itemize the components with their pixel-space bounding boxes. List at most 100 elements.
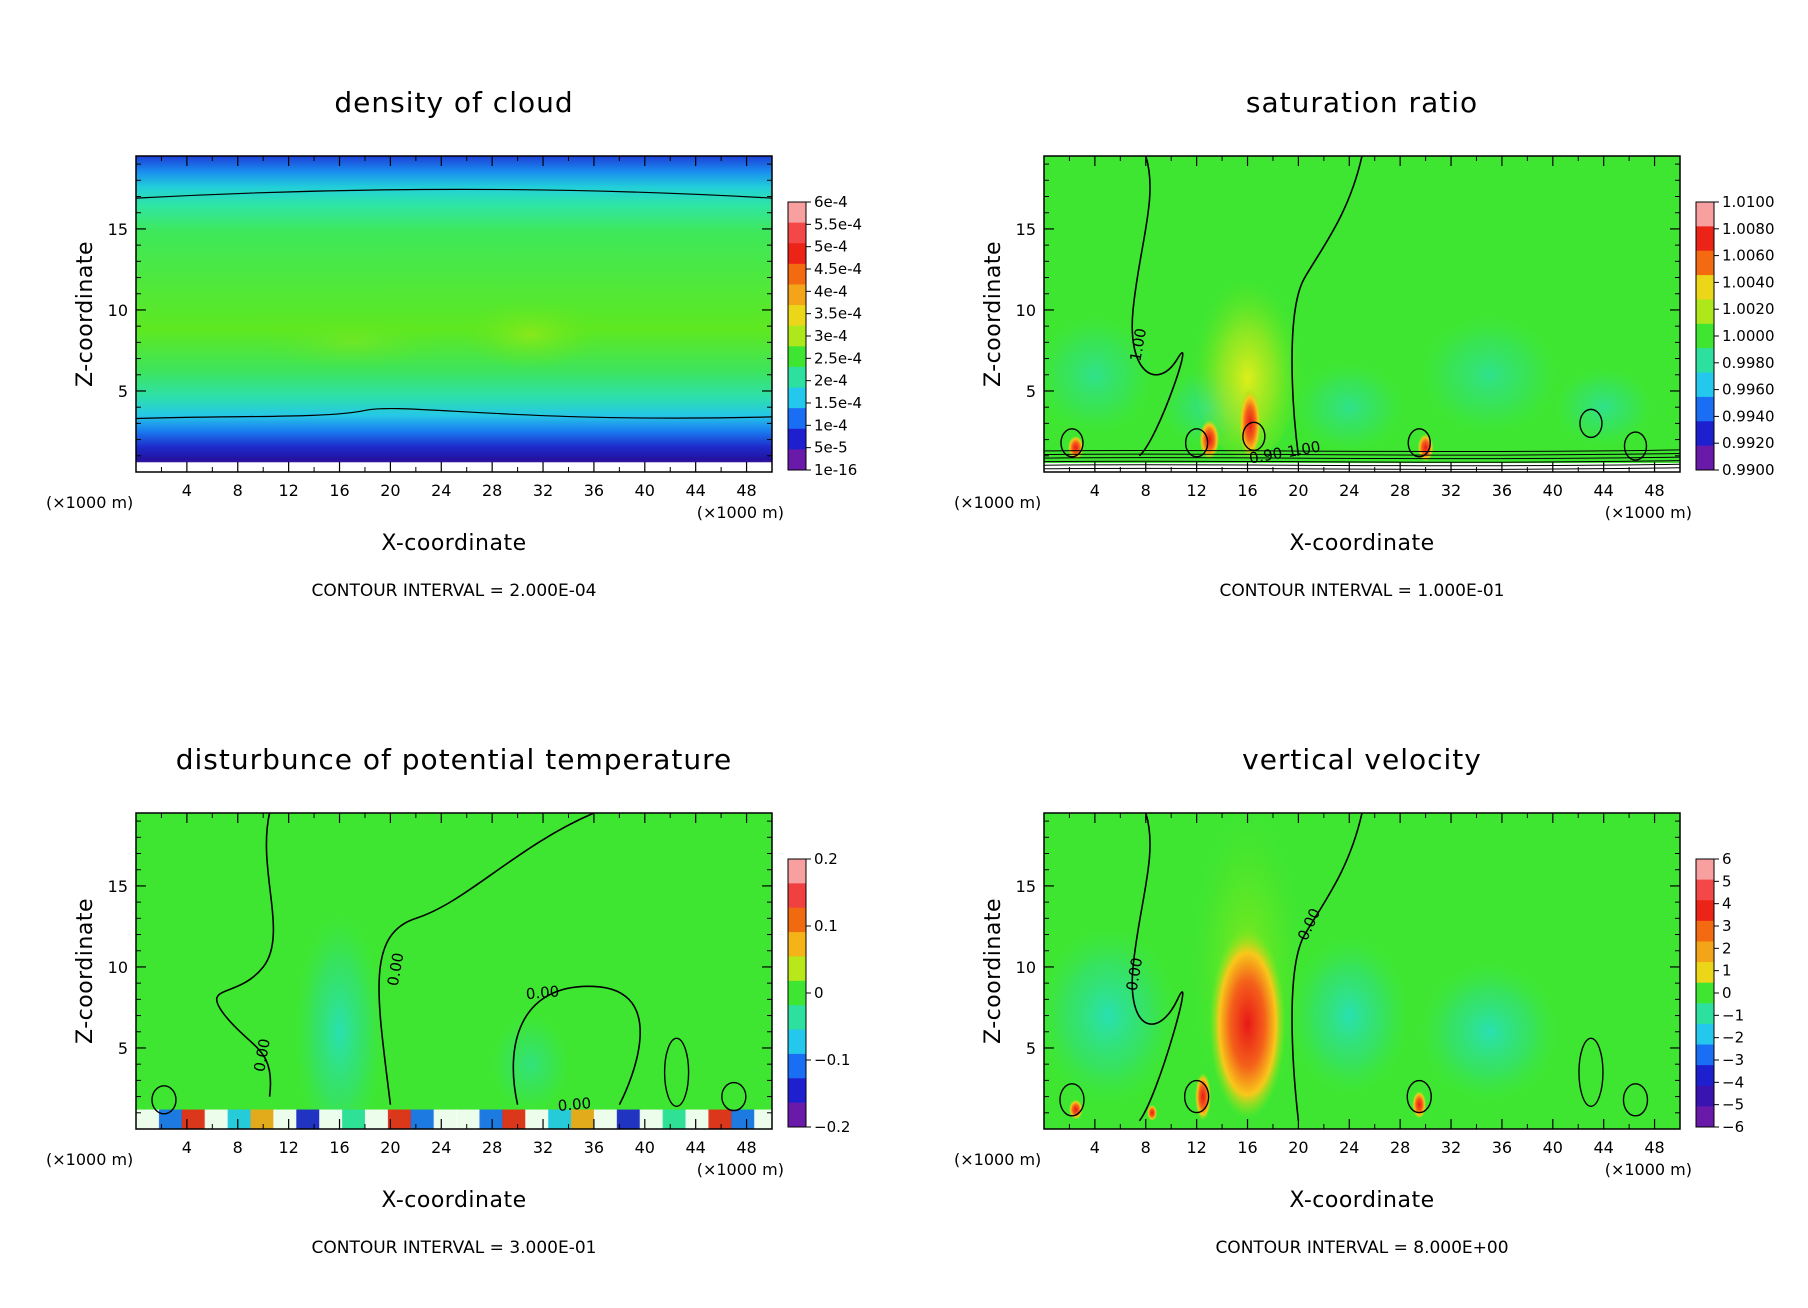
x-unit-right: (×1000 m) <box>697 1160 784 1179</box>
downdraft-region <box>1419 961 1560 1102</box>
contour-label: 0.00 <box>1123 956 1147 992</box>
x-tick-label: 28 <box>482 1138 502 1157</box>
colorbar-swatch <box>788 346 806 368</box>
colorbar-swatch <box>788 1005 806 1031</box>
x-tick-label: 12 <box>278 1138 298 1157</box>
contour-line <box>1044 460 1680 463</box>
colorbar-label: 0 <box>814 984 824 1002</box>
colorbar-label: 6 <box>1722 850 1732 868</box>
x-tick-label: 48 <box>736 1138 756 1157</box>
surface-layer <box>410 1109 435 1129</box>
colorbar-swatch <box>788 408 806 430</box>
surface-layer <box>433 1109 458 1129</box>
colorbar-swatch <box>1696 250 1714 276</box>
surface-layer <box>525 1109 549 1129</box>
contour-line <box>1291 156 1363 456</box>
colorbar-swatch <box>788 305 806 327</box>
colorbar-label: 0.9940 <box>1722 407 1775 425</box>
updraft-core <box>1209 928 1286 1119</box>
field <box>136 156 772 472</box>
colorbar-swatch <box>788 1029 806 1055</box>
colorbar-label: 1.0040 <box>1722 273 1775 291</box>
contour-label: 0.00 <box>250 1037 274 1073</box>
colorbar-swatch <box>1696 445 1714 471</box>
x-tick-label: 44 <box>686 1138 706 1157</box>
colorbar-label: 1.0060 <box>1722 247 1775 265</box>
y-tick-label: 15 <box>1016 220 1036 239</box>
surface-layer <box>296 1109 320 1129</box>
x-tick-label: 48 <box>1644 481 1664 500</box>
density-band <box>262 314 443 371</box>
surface-layer <box>708 1109 733 1129</box>
y-tick-label: 5 <box>1026 382 1036 401</box>
colorbar-label: 0 <box>1722 984 1732 1002</box>
colorbar-label: 5 <box>1722 872 1732 890</box>
contour-line <box>663 1037 690 1107</box>
supersaturation-core <box>1199 419 1220 460</box>
y-axis-label: Z-coordinate <box>73 241 98 387</box>
colorbar-swatch <box>788 387 806 409</box>
subsaturated-region <box>1553 367 1654 448</box>
colorbar-swatch <box>1696 1044 1714 1066</box>
colorbar-label: −1 <box>1722 1006 1744 1024</box>
colorbar-label: 1 <box>1722 962 1732 980</box>
contour-line <box>1578 1037 1604 1107</box>
contour-interval: CONTOUR INTERVAL = 1.000E-01 <box>1220 581 1505 601</box>
x-tick-label: 20 <box>1288 481 1308 500</box>
x-tick-label: 12 <box>1186 1138 1206 1157</box>
colorbar-label: 1.0100 <box>1722 193 1775 211</box>
colorbar-swatch <box>1696 962 1714 984</box>
colorbar-label: 3 <box>1722 917 1732 935</box>
colorbar-label: −0.2 <box>814 1118 850 1136</box>
contour-line <box>215 813 275 1097</box>
x-tick-label: 44 <box>1594 1138 1614 1157</box>
contour-label: 0.00 <box>525 982 560 1003</box>
colorbar-swatch <box>1696 275 1714 300</box>
surface-layer <box>754 1109 772 1129</box>
surface-layer <box>158 1109 183 1129</box>
x-tick-label: 32 <box>533 481 553 500</box>
surface-layer <box>273 1109 298 1129</box>
x-tick-label: 48 <box>736 481 756 500</box>
colorbar-label: 3.5e-4 <box>814 305 862 323</box>
updraft-core <box>1412 1090 1427 1119</box>
colorbar-label: 1.5e-4 <box>814 394 862 412</box>
x-unit-right: (×1000 m) <box>1605 1160 1692 1179</box>
x-tick-label: 16 <box>1237 1138 1257 1157</box>
x-tick-label: 4 <box>1090 1138 1100 1157</box>
plot-frame <box>135 812 773 1130</box>
field <box>1044 813 1680 1129</box>
x-tick-label: 8 <box>233 1138 243 1157</box>
colorbar-swatch <box>788 980 806 1006</box>
colorbar-label: 4e-4 <box>814 282 848 300</box>
colorbar-label: −4 <box>1722 1073 1744 1091</box>
contour-line <box>1060 428 1084 458</box>
x-tick-label: 24 <box>431 481 451 500</box>
downdraft-region <box>1044 925 1178 1106</box>
colorbar-swatch <box>788 1078 806 1104</box>
ground-mask <box>136 462 772 472</box>
contour-line <box>512 985 641 1106</box>
x-axis-label: X-coordinate <box>1289 1188 1434 1213</box>
colorbar-label: 0.9980 <box>1722 354 1775 372</box>
surface-layer <box>731 1109 756 1129</box>
x-tick-label: 4 <box>1090 481 1100 500</box>
x-tick-label: 24 <box>431 1138 451 1157</box>
colorbar-label: 1e-16 <box>814 461 857 479</box>
contour-line <box>1242 421 1266 452</box>
downdraft-region <box>1289 935 1410 1096</box>
contour-line <box>151 1085 177 1115</box>
x-axis-label: X-coordinate <box>1289 531 1434 556</box>
surface-layer <box>181 1109 206 1129</box>
contour-line <box>1406 1079 1432 1114</box>
temperature-field <box>136 813 772 1129</box>
contour-line <box>136 407 772 420</box>
colorbar-swatch <box>1696 421 1714 447</box>
x-unit-left: (×1000 m) <box>46 493 133 512</box>
colorbar-swatch <box>1696 1106 1714 1128</box>
colorbar-swatch <box>1696 920 1714 942</box>
x-tick-label: 28 <box>482 481 502 500</box>
y-tick-label: 10 <box>1016 301 1036 320</box>
